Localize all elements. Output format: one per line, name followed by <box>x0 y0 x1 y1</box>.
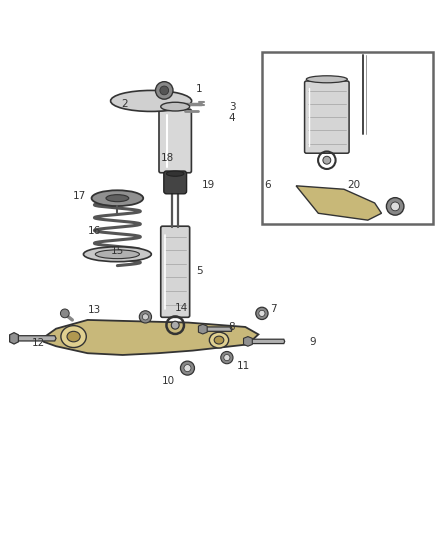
Circle shape <box>323 156 331 164</box>
Polygon shape <box>244 336 252 346</box>
Polygon shape <box>198 324 207 334</box>
Text: 9: 9 <box>310 337 317 347</box>
Text: 13: 13 <box>88 305 101 316</box>
Text: 12: 12 <box>32 338 45 348</box>
Text: 20: 20 <box>347 181 360 190</box>
Ellipse shape <box>61 326 86 348</box>
Circle shape <box>221 351 233 364</box>
Text: 1: 1 <box>196 84 203 94</box>
Polygon shape <box>247 339 285 344</box>
FancyBboxPatch shape <box>161 226 190 317</box>
Ellipse shape <box>83 247 152 262</box>
Circle shape <box>171 321 179 329</box>
Ellipse shape <box>106 195 129 201</box>
Circle shape <box>139 311 152 323</box>
FancyBboxPatch shape <box>164 171 187 194</box>
Ellipse shape <box>110 91 192 111</box>
Polygon shape <box>13 336 56 341</box>
Text: 6: 6 <box>264 181 271 190</box>
Circle shape <box>259 310 265 317</box>
Circle shape <box>256 307 268 319</box>
Ellipse shape <box>92 190 143 206</box>
Text: 2: 2 <box>121 100 128 109</box>
Text: 5: 5 <box>196 266 203 276</box>
Text: 19: 19 <box>201 181 215 190</box>
Text: 17: 17 <box>73 190 86 200</box>
Text: 4: 4 <box>229 112 236 123</box>
Ellipse shape <box>161 102 190 111</box>
Circle shape <box>184 365 191 372</box>
Text: 8: 8 <box>228 322 235 332</box>
Circle shape <box>180 361 194 375</box>
Ellipse shape <box>95 250 139 259</box>
Circle shape <box>386 198 404 215</box>
Polygon shape <box>44 320 258 355</box>
Polygon shape <box>202 327 232 332</box>
Text: 18: 18 <box>161 153 174 163</box>
Circle shape <box>224 354 230 361</box>
Ellipse shape <box>306 76 347 83</box>
Text: 11: 11 <box>237 361 250 372</box>
Text: 14: 14 <box>175 303 188 313</box>
Circle shape <box>60 309 69 318</box>
Text: 3: 3 <box>229 102 236 111</box>
Circle shape <box>160 86 169 95</box>
Circle shape <box>155 82 173 99</box>
FancyBboxPatch shape <box>304 81 349 153</box>
Text: 15: 15 <box>111 246 124 256</box>
Text: 10: 10 <box>162 376 175 386</box>
Ellipse shape <box>166 171 184 176</box>
Bar <box>262 52 433 223</box>
Circle shape <box>391 202 399 211</box>
Polygon shape <box>296 186 381 220</box>
Ellipse shape <box>209 332 229 348</box>
Circle shape <box>142 314 148 320</box>
Polygon shape <box>10 333 18 344</box>
Ellipse shape <box>67 332 80 342</box>
Ellipse shape <box>214 336 224 344</box>
FancyBboxPatch shape <box>159 109 191 173</box>
Text: 16: 16 <box>88 225 101 236</box>
Text: 7: 7 <box>270 304 277 314</box>
